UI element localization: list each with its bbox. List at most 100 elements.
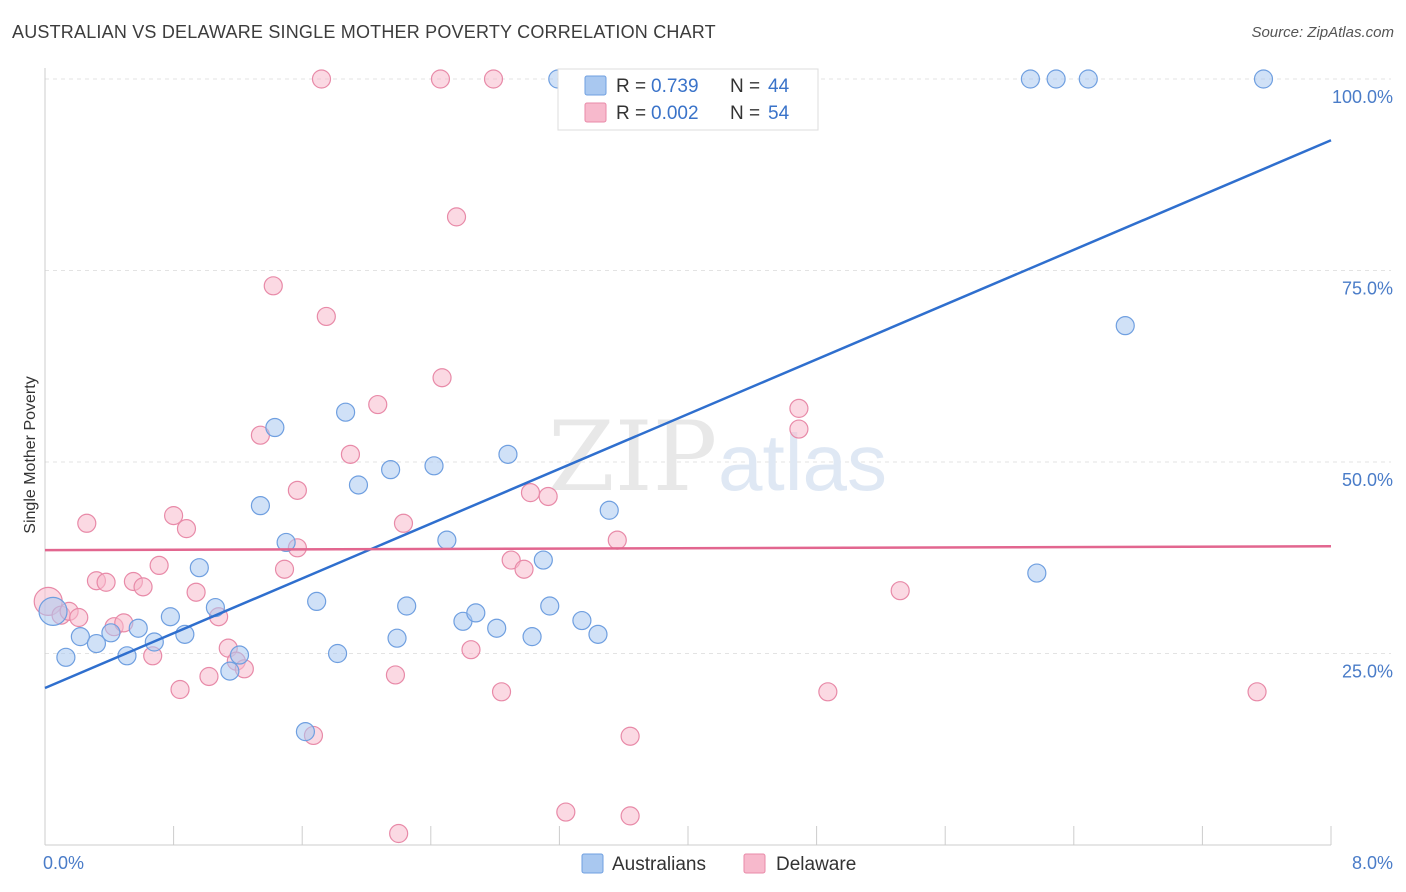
series-australians-points — [38, 69, 1274, 742]
delaware-point-36 — [432, 368, 452, 388]
australians-point-24 — [397, 596, 417, 616]
stats-legend: R = 0.739 N = 44 R = 0.002 N = 54 — [557, 68, 819, 131]
australians-point-35 — [572, 610, 592, 631]
grid-lines — [45, 78, 1391, 654]
australians-trend-line — [44, 139, 1332, 690]
australians-point-22 — [381, 460, 401, 480]
delaware-point-6 — [96, 572, 116, 592]
delaware-point-42 — [514, 559, 534, 579]
australians-point-14 — [250, 496, 271, 516]
y-tick-label-1: 50.0% — [1342, 470, 1393, 490]
y-axis-label: Single Mother Poverty — [22, 376, 39, 533]
australians-point-1 — [56, 647, 76, 667]
delaware-point-46 — [607, 530, 627, 550]
stats-r-label-2: R = — [616, 103, 646, 124]
stats-n-value-delaware: 54 — [768, 103, 790, 124]
australians-point-25 — [424, 456, 444, 476]
australians-point-23 — [387, 628, 407, 648]
stats-n-value-australians: 44 — [768, 76, 790, 97]
delaware-point-45 — [556, 802, 576, 822]
delaware-point-40 — [491, 682, 512, 702]
legend-label-australians: Australians — [612, 854, 706, 875]
delaware-point-17 — [199, 666, 219, 687]
australians-point-38 — [1027, 563, 1047, 583]
delaware-point-52 — [890, 581, 910, 601]
australians-point-12 — [220, 661, 240, 681]
australians-point-16 — [276, 532, 296, 553]
delaware-point-4 — [77, 513, 97, 533]
delaware-point-30 — [340, 444, 361, 464]
watermark-zip: ZIP — [548, 401, 717, 513]
chart-title: AUSTRALIAN VS DELAWARE SINGLE MOTHER POV… — [12, 22, 716, 42]
delaware-point-24 — [274, 559, 295, 579]
australians-point-21 — [348, 475, 369, 495]
delaware-point-12 — [149, 555, 169, 576]
delaware-point-35 — [430, 69, 451, 89]
australians-point-30 — [498, 444, 518, 464]
legend-swatch-delaware — [743, 853, 766, 874]
stats-r-value-delaware: 0.002 — [651, 103, 699, 124]
delaware-point-23 — [263, 276, 283, 296]
delaware-point-10 — [133, 577, 153, 597]
axes — [44, 68, 1332, 846]
australians-point-29 — [487, 618, 507, 638]
delaware-point-13 — [164, 506, 184, 526]
australians-point-2 — [70, 627, 90, 647]
delaware-trend-line — [44, 545, 1332, 552]
delaware-point-28 — [311, 69, 332, 89]
delaware-point-31 — [368, 394, 388, 415]
australians-point-31 — [522, 627, 542, 647]
delaware-point-37 — [446, 207, 467, 227]
australians-point-40 — [1046, 69, 1066, 89]
y-tick-label-2: 75.0% — [1342, 279, 1393, 299]
australians-point-43 — [1253, 69, 1274, 89]
delaware-point-43 — [520, 483, 541, 503]
delaware-point-51 — [818, 682, 838, 702]
stats-r-label-1: R = — [616, 76, 646, 97]
australians-point-42 — [1115, 316, 1135, 336]
australians-point-19 — [327, 643, 348, 664]
australians-point-6 — [128, 618, 148, 638]
legend-label-delaware: Delaware — [776, 854, 856, 875]
delaware-point-47 — [620, 726, 640, 746]
australians-point-13 — [229, 645, 250, 665]
stats-legend-swatch-delaware — [584, 102, 607, 123]
delaware-point-14 — [170, 679, 190, 700]
delaware-point-38 — [461, 640, 481, 660]
trend-lines — [44, 139, 1332, 690]
delaware-point-50 — [789, 419, 809, 439]
australians-point-32 — [533, 550, 553, 570]
x-tick-labels: 0.0% 8.0% — [43, 853, 1393, 873]
australians-point-0 — [38, 596, 68, 626]
stats-n-label-2: N = — [730, 103, 760, 124]
australians-point-8 — [160, 607, 180, 627]
delaware-point-15 — [176, 519, 197, 539]
stats-legend-swatch-australians — [584, 75, 607, 96]
y-tick-labels: 25.0% 50.0% 75.0% 100.0% — [1332, 87, 1393, 682]
delaware-point-25 — [287, 480, 307, 500]
stats-r-value-australians: 0.739 — [651, 76, 699, 97]
series-delaware-points — [33, 69, 1267, 844]
delaware-point-33 — [393, 513, 414, 533]
australians-point-26 — [437, 530, 457, 550]
australians-point-3 — [86, 633, 107, 654]
australians-point-41 — [1078, 69, 1098, 89]
australians-point-28 — [466, 603, 486, 623]
delaware-point-53 — [1247, 682, 1267, 702]
delaware-point-49 — [789, 398, 809, 418]
australians-point-20 — [336, 402, 356, 422]
delaware-point-3 — [69, 607, 89, 628]
australians-point-33 — [540, 596, 560, 616]
delaware-point-44 — [538, 486, 558, 507]
delaware-point-32 — [385, 665, 406, 685]
australians-point-17 — [295, 722, 316, 742]
series-legend: Australians Delaware — [581, 853, 856, 875]
source-label: Source: ZipAtlas.com — [1251, 24, 1394, 41]
australians-point-15 — [265, 417, 285, 438]
y-tick-label-3: 100.0% — [1332, 87, 1393, 107]
delaware-point-16 — [186, 582, 206, 602]
y-tick-label-0: 25.0% — [1342, 662, 1393, 682]
delaware-point-48 — [620, 806, 640, 826]
australians-point-10 — [189, 558, 209, 578]
